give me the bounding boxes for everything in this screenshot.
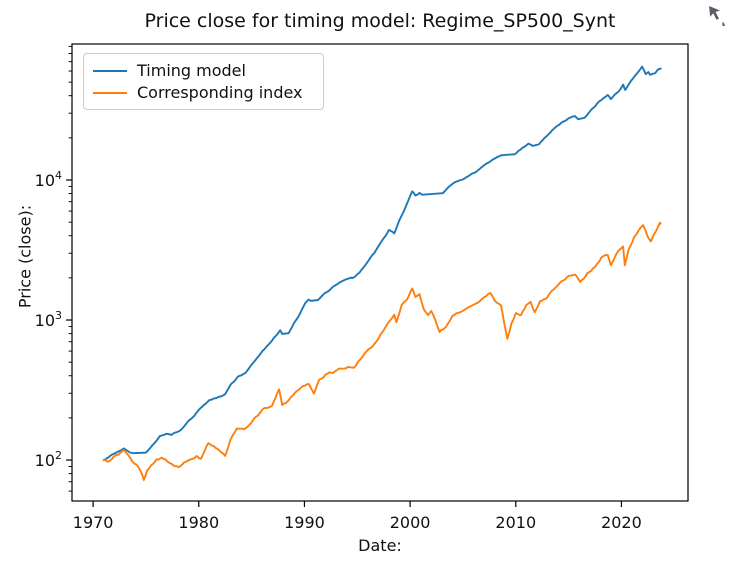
x-tick-label: 2000 bbox=[390, 513, 431, 532]
axes-spines bbox=[71, 43, 689, 502]
legend-label-corresponding-index: Corresponding index bbox=[137, 82, 303, 102]
x-tick-label: 1970 bbox=[73, 513, 114, 532]
x-axis-label: Date: bbox=[358, 536, 402, 555]
nw-arrow-cursor-glyph bbox=[722, 22, 725, 27]
x-tick-label: 2010 bbox=[495, 513, 536, 532]
y-tick-label: 103 bbox=[35, 309, 62, 330]
x-tick-label: 2020 bbox=[601, 513, 642, 532]
x-tick-label: 1990 bbox=[284, 513, 325, 532]
series-timing-model bbox=[102, 65, 662, 461]
series-corresponding-index bbox=[102, 221, 662, 481]
corresponding-index-line-sample bbox=[93, 91, 127, 94]
x-tick-label: 1980 bbox=[178, 513, 219, 532]
y-tick-label: 102 bbox=[35, 449, 62, 470]
legend: Timing model Corresponding index bbox=[83, 53, 324, 110]
legend-row-corresponding-index: Corresponding index bbox=[93, 82, 323, 102]
legend-row-timing-model: Timing model bbox=[93, 60, 323, 80]
legend-label-timing-model: Timing model bbox=[137, 60, 246, 80]
timing-model-line-sample bbox=[93, 69, 127, 72]
chart-title: Price close for timing model: Regime_SP5… bbox=[144, 10, 616, 32]
y-tick-label: 104 bbox=[35, 169, 62, 190]
y-axis-label: Price (close): bbox=[15, 204, 35, 309]
nw-arrow-cursor-glyph bbox=[709, 6, 720, 20]
mouse-cursor-icon bbox=[709, 6, 725, 27]
